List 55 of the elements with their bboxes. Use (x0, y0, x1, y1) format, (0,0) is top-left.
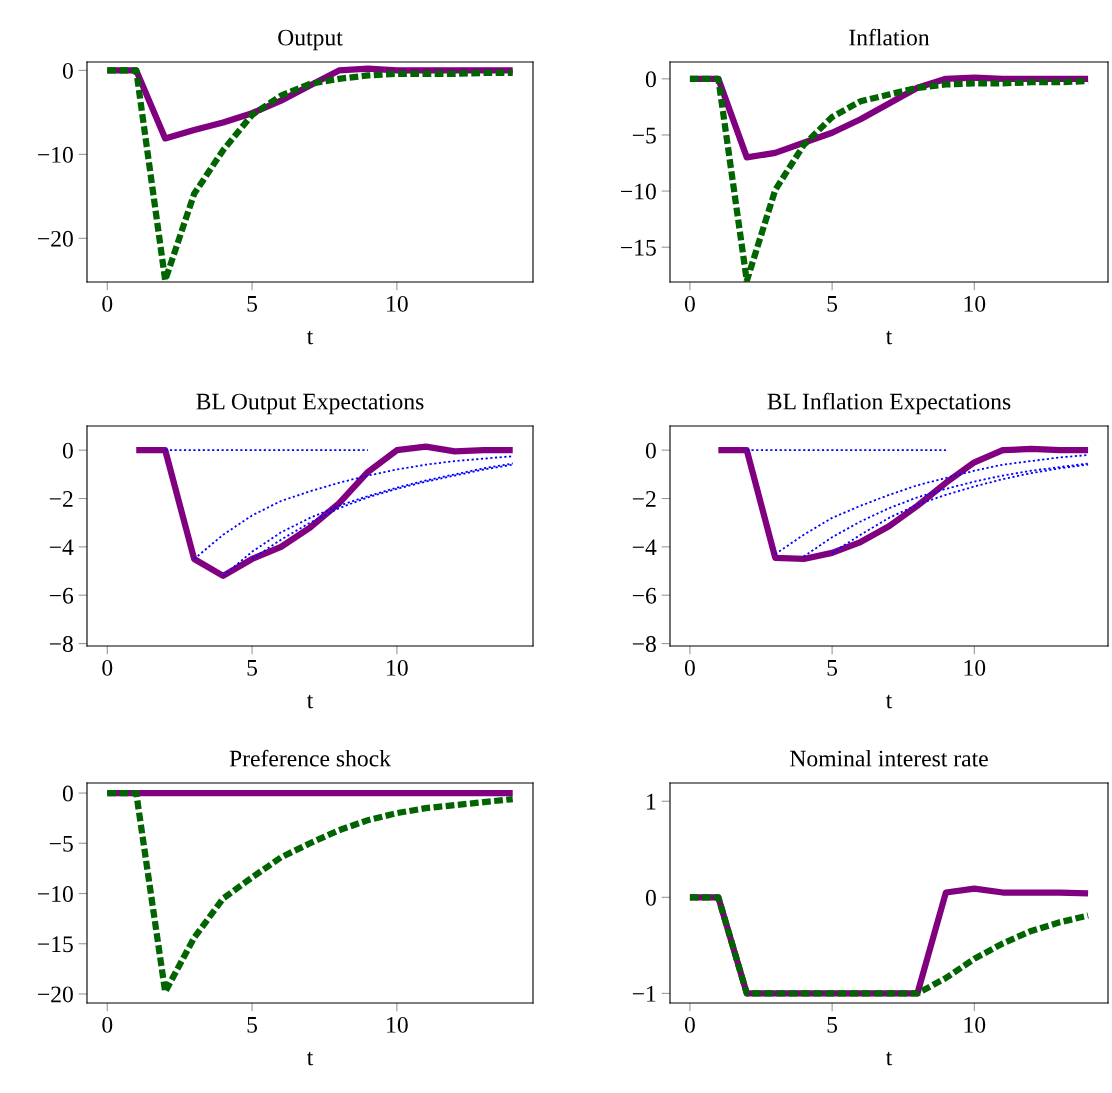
y-tick-label: 0 (62, 62, 73, 79)
y-tick-label: −10 (621, 183, 656, 200)
x-tick-label: 0 (102, 659, 113, 676)
x-axis-title: t (306, 694, 314, 709)
x-axis-title: t (306, 330, 314, 345)
chart-title: BL Inflation Expectations (767, 392, 1011, 415)
chart-title: BL Output Expectations (196, 393, 424, 415)
y-tick-label: −2 (632, 491, 656, 507)
y-tick-label: −6 (49, 587, 74, 604)
x-tick-label: 5 (827, 296, 838, 312)
x-tick-label: 0 (102, 1016, 113, 1033)
x-axis-title: t (885, 330, 893, 345)
x-tick-label: 5 (827, 1017, 838, 1033)
y-tick-label: −5 (49, 836, 73, 852)
y-tick-label: −10 (38, 146, 73, 163)
x-tick-label: 0 (102, 295, 113, 312)
x-tick-label: 0 (684, 295, 695, 312)
y-tick-label: −6 (632, 587, 657, 604)
y-tick-label: −5 (632, 127, 656, 144)
y-tick-label: 0 (645, 71, 656, 88)
x-tick-label: 10 (964, 659, 986, 676)
x-tick-label: 5 (827, 660, 838, 676)
x-tick-label: 10 (387, 659, 408, 676)
y-tick-label: −4 (632, 539, 657, 556)
y-tick-label: 1 (647, 793, 656, 810)
y-tick-label: 0 (645, 442, 656, 459)
y-tick-label: −4 (49, 539, 74, 556)
y-tick-label: −10 (38, 885, 73, 902)
x-tick-label: 5 (247, 660, 258, 676)
y-tick-label: −20 (38, 230, 73, 247)
chart-title: Inflation (849, 28, 930, 46)
x-axis-title: t (885, 1051, 893, 1066)
chart-title: Nominal interest rate (790, 749, 988, 767)
x-axis-title: t (306, 1051, 314, 1066)
x-tick-label: 0 (684, 1016, 695, 1033)
y-tick-label: −1 (632, 986, 656, 1002)
x-tick-label: 0 (684, 659, 695, 676)
x-tick-label: 10 (964, 295, 986, 312)
y-tick-label: −2 (49, 491, 73, 507)
y-tick-label: −20 (38, 986, 73, 1003)
x-tick-label: 5 (247, 1017, 258, 1033)
x-tick-label: 10 (387, 295, 408, 312)
y-tick-label: −8 (49, 636, 73, 653)
y-tick-label: 0 (62, 442, 73, 459)
y-tick-label: −15 (38, 936, 73, 953)
chart-title: Output (278, 29, 343, 51)
y-tick-label: −15 (621, 239, 656, 256)
y-tick-label: 0 (62, 785, 73, 802)
x-tick-label: 10 (964, 1016, 986, 1033)
x-tick-label: 10 (387, 1016, 408, 1033)
y-tick-label: −8 (632, 636, 656, 653)
x-tick-label: 5 (247, 296, 258, 312)
chart-title: Preference shock (229, 749, 391, 767)
x-axis-title: t (885, 694, 893, 709)
y-tick-label: 0 (645, 889, 656, 906)
